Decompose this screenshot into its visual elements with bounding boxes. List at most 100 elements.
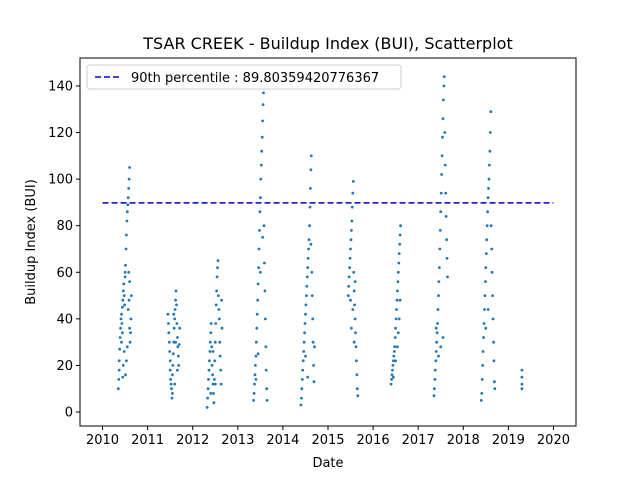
data-point xyxy=(170,387,173,391)
data-point xyxy=(309,242,313,246)
data-point xyxy=(392,354,396,358)
x-tick-label: 2014 xyxy=(266,433,299,448)
data-point xyxy=(256,298,260,302)
data-point xyxy=(482,322,486,325)
data-point xyxy=(346,294,350,297)
data-point xyxy=(353,303,356,307)
data-point xyxy=(304,312,307,316)
data-point xyxy=(304,354,307,358)
data-point xyxy=(397,261,401,265)
data-point xyxy=(252,392,256,395)
data-point xyxy=(124,373,127,377)
data-point xyxy=(349,247,352,251)
data-point xyxy=(436,308,440,311)
data-point xyxy=(394,359,397,363)
data-point xyxy=(175,322,179,325)
data-point xyxy=(488,163,491,167)
data-point xyxy=(217,294,220,297)
data-point xyxy=(396,289,399,293)
data-point xyxy=(128,166,132,169)
data-point xyxy=(253,373,257,377)
data-point xyxy=(348,256,352,260)
data-point xyxy=(258,210,262,214)
x-tick-label: 2017 xyxy=(402,433,435,448)
data-point xyxy=(302,340,306,344)
data-point xyxy=(442,75,446,78)
data-point xyxy=(173,308,177,311)
data-point xyxy=(493,380,496,384)
data-point xyxy=(391,368,394,372)
data-point xyxy=(261,119,264,123)
data-point xyxy=(352,289,356,293)
data-point xyxy=(305,294,308,297)
data-point xyxy=(347,284,351,288)
data-point xyxy=(311,317,315,321)
data-point xyxy=(124,247,128,251)
data-point xyxy=(175,303,178,307)
data-point xyxy=(264,345,268,349)
data-point xyxy=(441,135,444,139)
data-point xyxy=(177,364,181,367)
data-point xyxy=(255,312,259,316)
data-point xyxy=(210,345,214,349)
data-point xyxy=(299,403,303,407)
data-point xyxy=(311,340,315,344)
data-point xyxy=(396,280,400,283)
data-point xyxy=(444,215,448,218)
data-point xyxy=(350,219,354,223)
data-point xyxy=(122,282,126,286)
data-point xyxy=(352,270,356,274)
data-point xyxy=(174,289,178,293)
x-tick-label: 2016 xyxy=(357,433,390,448)
data-point xyxy=(127,298,131,302)
data-point xyxy=(483,294,487,297)
data-point xyxy=(256,352,260,356)
data-point xyxy=(262,224,266,228)
data-point xyxy=(210,364,214,367)
x-tick-label: 2013 xyxy=(221,433,254,448)
data-point xyxy=(261,235,264,239)
data-point xyxy=(213,359,217,363)
data-point xyxy=(167,340,171,344)
data-point xyxy=(398,298,402,302)
data-point xyxy=(481,364,485,367)
y-tick-label: 140 xyxy=(48,79,73,94)
data-point xyxy=(439,191,443,195)
data-point xyxy=(263,261,266,265)
y-tick-label: 100 xyxy=(48,173,73,188)
x-tick-label: 2010 xyxy=(86,433,119,448)
data-point xyxy=(128,280,132,283)
data-point xyxy=(220,298,224,302)
data-point xyxy=(254,378,258,381)
data-point xyxy=(173,382,177,386)
y-tick-label: 40 xyxy=(56,312,73,327)
data-point xyxy=(301,368,305,372)
data-point xyxy=(397,252,401,256)
data-point xyxy=(253,382,256,386)
data-point xyxy=(120,312,123,316)
data-point xyxy=(254,340,258,344)
data-point xyxy=(492,340,495,344)
data-point xyxy=(489,110,493,113)
data-point xyxy=(353,280,357,283)
data-point xyxy=(171,373,174,377)
data-point xyxy=(121,364,125,367)
data-point xyxy=(211,350,215,353)
data-point xyxy=(263,317,267,321)
y-axis-label: Buildup Index (BUI) xyxy=(24,179,39,305)
data-point xyxy=(121,305,124,309)
data-point xyxy=(207,368,211,372)
data-point xyxy=(127,177,131,181)
data-point xyxy=(257,247,261,251)
data-point xyxy=(444,191,448,195)
data-point xyxy=(394,326,397,330)
data-point xyxy=(119,326,122,330)
data-point xyxy=(490,247,494,251)
data-point xyxy=(177,343,181,346)
data-point xyxy=(118,336,122,339)
data-point xyxy=(310,270,314,274)
data-point xyxy=(348,266,351,269)
chart-title: TSAR CREEK - Buildup Index (BUI), Scatte… xyxy=(142,34,512,53)
data-point xyxy=(487,177,491,181)
data-point xyxy=(354,331,357,335)
